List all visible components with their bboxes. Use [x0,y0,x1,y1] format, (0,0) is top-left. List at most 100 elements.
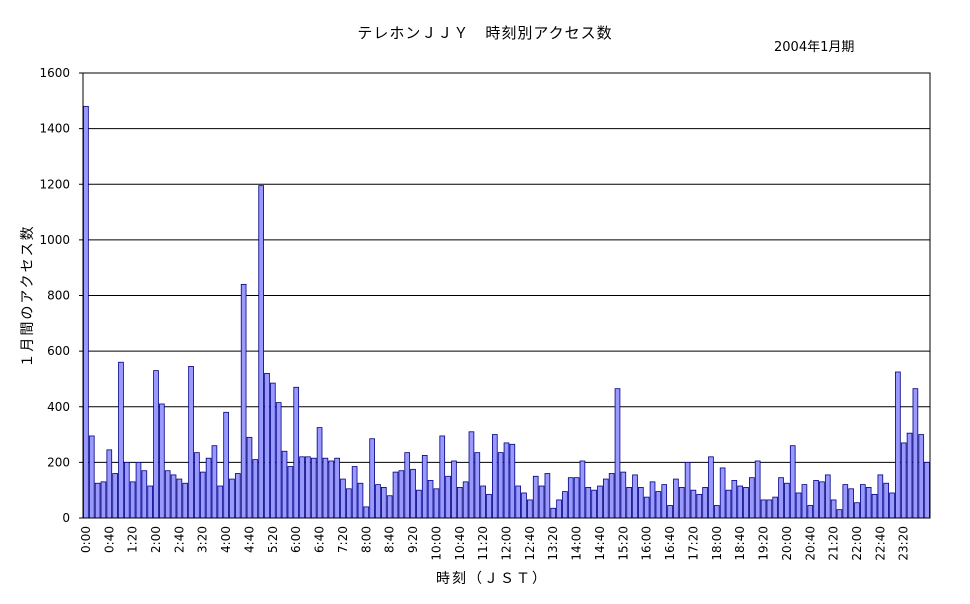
bar [824,474,831,519]
bar [123,461,130,519]
bar [725,489,732,519]
bar [293,386,300,519]
bar [649,481,656,519]
bar [743,487,749,519]
bar [270,382,276,519]
bar [667,505,673,519]
bar [474,452,481,519]
bar [801,484,808,519]
x-tick-label: 10:00 [429,526,443,561]
bar [497,452,504,519]
bar [778,477,784,519]
y-tick-label: 1600 [39,66,70,80]
bar [217,485,224,519]
bar [480,485,486,519]
bar [375,484,381,519]
bar [854,502,860,519]
bar [690,489,697,519]
y-tick-label: 0 [62,511,70,525]
bar [678,487,685,519]
x-tick-label: 10:40 [453,526,467,561]
bar [597,485,603,519]
bar [754,460,761,519]
bar [252,459,259,519]
bar [620,471,627,519]
bar [223,411,229,519]
x-tick-label: 18:40 [733,526,747,561]
y-tick-label: 1000 [39,233,70,247]
bar [527,499,533,519]
bar [410,468,416,519]
x-tick-label: 6:40 [313,526,327,553]
bar [363,506,370,519]
bar [924,461,930,519]
bar [456,487,463,519]
chart-title: テレホンＪＪＹ 時刻別アクセス数 [357,24,613,42]
bar [789,445,796,519]
bar [88,435,95,519]
bar [369,438,375,519]
bar [842,484,849,519]
bar [153,370,159,519]
bar [129,481,136,519]
bar [766,499,773,519]
bar [813,480,819,519]
bar [749,477,755,519]
bar [696,493,703,519]
x-tick-label: 2:00 [149,526,163,553]
x-tick-label: 5:20 [266,526,280,553]
bar [900,442,907,519]
bar [585,487,592,519]
bar [141,470,148,519]
x-tick-label: 23:20 [897,526,911,561]
bar [211,445,218,519]
bar [462,481,469,519]
bar [760,499,767,519]
bar [258,185,264,519]
bar [509,443,516,519]
bar [392,471,399,519]
x-tick-label: 3:20 [196,526,210,553]
x-tick-label: 12:40 [523,526,537,561]
x-tick-label: 11:20 [476,526,490,561]
x-tick-label: 13:20 [546,526,560,561]
bar [135,461,142,519]
bar [275,402,282,519]
bar [229,478,235,519]
bar [316,427,323,519]
x-tick-label: 12:00 [500,526,514,561]
bar [889,492,895,519]
bar [638,487,644,519]
y-tick-label: 1200 [39,177,70,191]
bar [567,477,574,519]
bar [602,478,609,519]
x-tick-label: 20:00 [780,526,794,561]
bar [118,361,124,519]
x-axis-label: 時刻（ＪＳＴ） [436,571,548,587]
x-tick-label: 15:20 [616,526,630,561]
bar [234,473,241,519]
bar [865,487,872,519]
bar [918,434,925,519]
bar [386,495,393,519]
bar [264,372,270,519]
bar [807,505,814,519]
x-tick-label: 21:20 [827,526,841,561]
bar [731,480,738,519]
bar [299,456,305,519]
bar [305,456,311,519]
bar [538,485,545,519]
bar [194,452,200,519]
x-tick-label: 4:40 [242,526,256,553]
bar [895,371,901,519]
bar [515,485,522,519]
bar [340,478,346,519]
bar [532,475,539,519]
y-tick-label: 1400 [39,122,70,136]
bar [573,477,580,519]
bar [328,460,335,519]
bar [719,467,726,519]
bar [819,481,825,519]
bar [614,388,621,519]
bar [579,460,586,519]
